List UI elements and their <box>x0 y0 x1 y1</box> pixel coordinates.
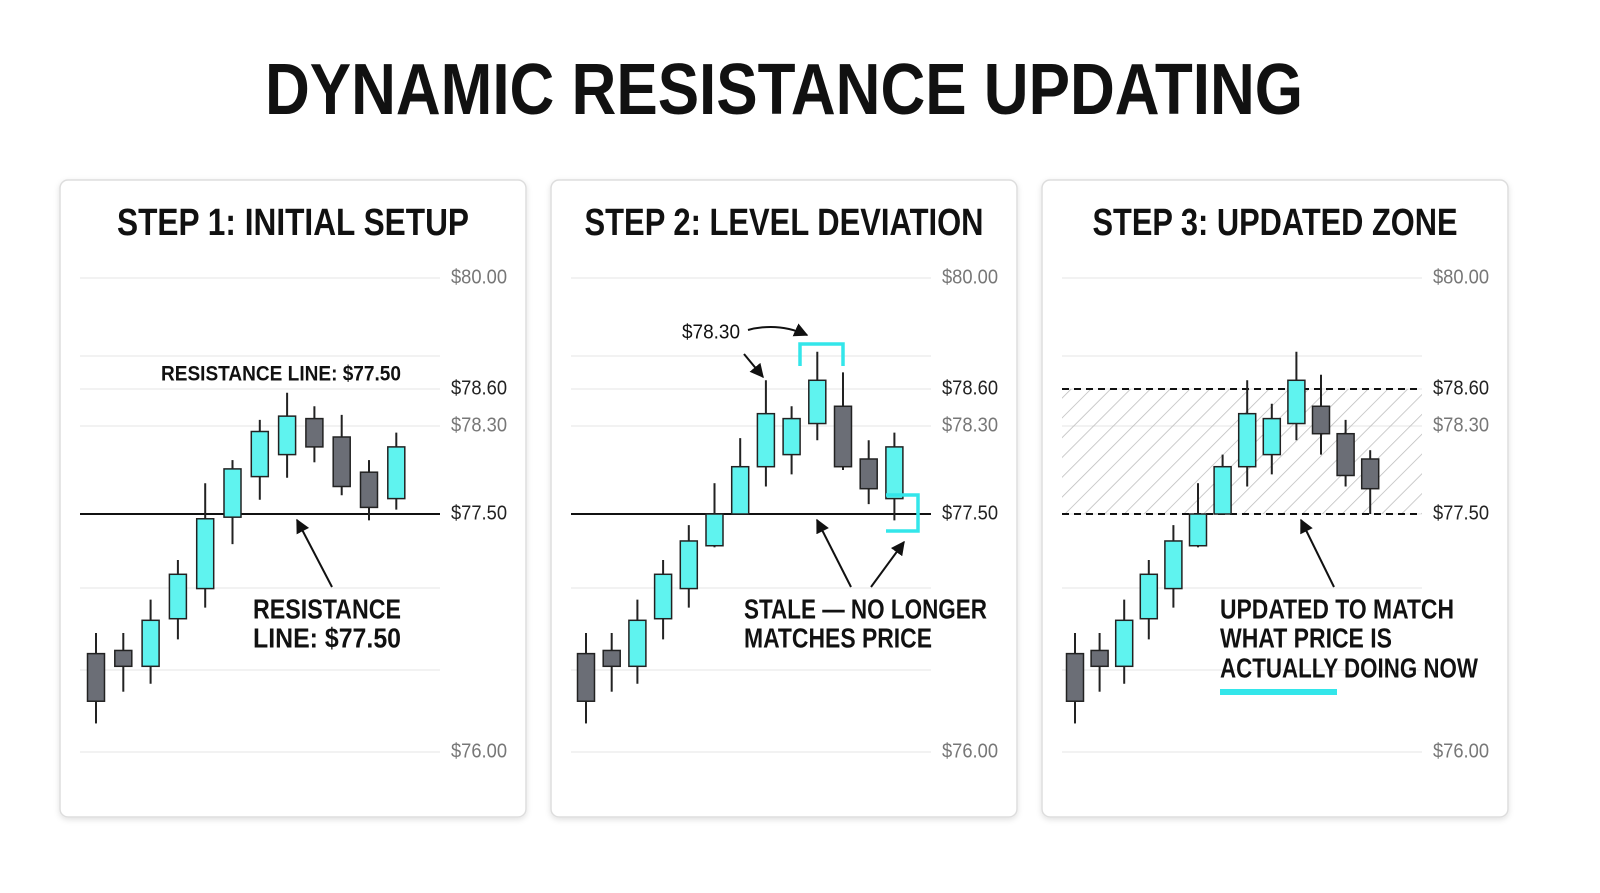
underline <box>1220 689 1337 695</box>
candle-body <box>1139 573 1159 620</box>
arrow <box>1300 518 1335 588</box>
candle-body <box>705 513 724 547</box>
y-tick-label: $76.00 <box>451 740 507 762</box>
annotation: MATCHES PRICE <box>744 622 932 653</box>
candle-body <box>1114 619 1134 668</box>
candle-body <box>86 652 106 702</box>
panel-title: STEP 2: LEVEL DEVIATION <box>585 202 984 244</box>
candle-body <box>833 405 853 468</box>
candle-body <box>679 540 699 590</box>
arrow <box>296 518 333 588</box>
y-tick-label: $78.30 <box>942 414 998 436</box>
highlight-bracket <box>798 342 845 366</box>
candle-body <box>782 417 801 456</box>
candle-body <box>195 518 215 590</box>
candle-body <box>114 649 133 668</box>
candle-body <box>1237 412 1257 468</box>
candle-body <box>250 430 270 478</box>
y-tick-label: $78.30 <box>451 414 507 436</box>
candle-body <box>1213 465 1232 515</box>
y-tick-label: $78.60 <box>451 377 507 399</box>
y-tick-label: $80.00 <box>1433 266 1489 288</box>
annotation: LINE: $77.50 <box>253 622 401 653</box>
line-label: RESISTANCE LINE: $77.50 <box>161 363 401 386</box>
candle-body <box>332 436 351 488</box>
candle-body <box>141 619 160 668</box>
candle-body <box>576 652 596 702</box>
panel: STEP 1: INITIAL SETUP $80.00 $78.60 $78.30 $… <box>59 179 527 818</box>
price-label: $78.30 <box>682 321 740 343</box>
candle-body <box>1164 540 1183 590</box>
arrow <box>747 323 809 337</box>
candle-body <box>653 573 673 620</box>
panel: STEP 2: LEVEL DEVIATION $80.00 $78.60 $78.3… <box>550 179 1018 818</box>
candle-body <box>602 649 621 668</box>
y-tick-label: $77.50 <box>1433 502 1489 524</box>
candle-body <box>277 415 297 456</box>
candle-body <box>305 417 324 448</box>
candle-body <box>808 379 827 425</box>
y-tick-label: $78.30 <box>1433 414 1489 436</box>
main-title: DYNAMIC RESISTANCE UPDATING <box>265 50 1303 130</box>
candle-body <box>1360 458 1380 490</box>
annotation: ACTUALLY DOING NOW <box>1220 652 1478 683</box>
y-tick-label: $80.00 <box>942 266 998 288</box>
candle-body <box>1311 405 1331 435</box>
highlight-bracket <box>886 493 920 533</box>
candle-body <box>1336 432 1355 477</box>
y-tick-label: $80.00 <box>451 266 507 288</box>
y-tick-label: $77.50 <box>451 502 507 524</box>
candle-body <box>359 471 379 509</box>
candle-body <box>628 619 647 668</box>
annotation: STALE — NO LONGER <box>744 593 987 624</box>
panel-card <box>59 179 527 818</box>
candle-body <box>387 446 406 500</box>
y-tick-label: $76.00 <box>942 740 998 762</box>
candle-body <box>1090 649 1109 668</box>
candle-body <box>223 468 242 518</box>
panel-card <box>550 179 1018 818</box>
arrow <box>816 518 852 588</box>
arrow <box>870 540 905 588</box>
annotation: UPDATED TO MATCH <box>1220 593 1454 624</box>
candle-body <box>756 412 776 468</box>
arrow <box>743 353 764 379</box>
panel-title: STEP 3: UPDATED ZONE <box>1093 202 1458 244</box>
candle-body <box>1262 417 1282 456</box>
y-tick-label: $78.60 <box>1433 377 1489 399</box>
y-tick-label: $77.50 <box>942 502 998 524</box>
candle-body <box>1287 379 1306 425</box>
annotation: WHAT PRICE IS <box>1220 622 1392 653</box>
panel-title: STEP 1: INITIAL SETUP <box>117 202 469 244</box>
panel: STEP 3: UPDATED ZONE $80.00 $78.60 $78.30 $7… <box>1041 179 1509 818</box>
candle-body <box>859 458 878 490</box>
candle-body <box>168 573 188 620</box>
candle-body <box>730 465 750 515</box>
y-tick-label: $78.60 <box>942 377 998 399</box>
y-tick-label: $76.00 <box>1433 740 1489 762</box>
candle-body <box>1065 652 1085 702</box>
candle-body <box>1188 513 1208 547</box>
annotation: RESISTANCE <box>253 593 401 624</box>
candle-body <box>885 446 904 500</box>
